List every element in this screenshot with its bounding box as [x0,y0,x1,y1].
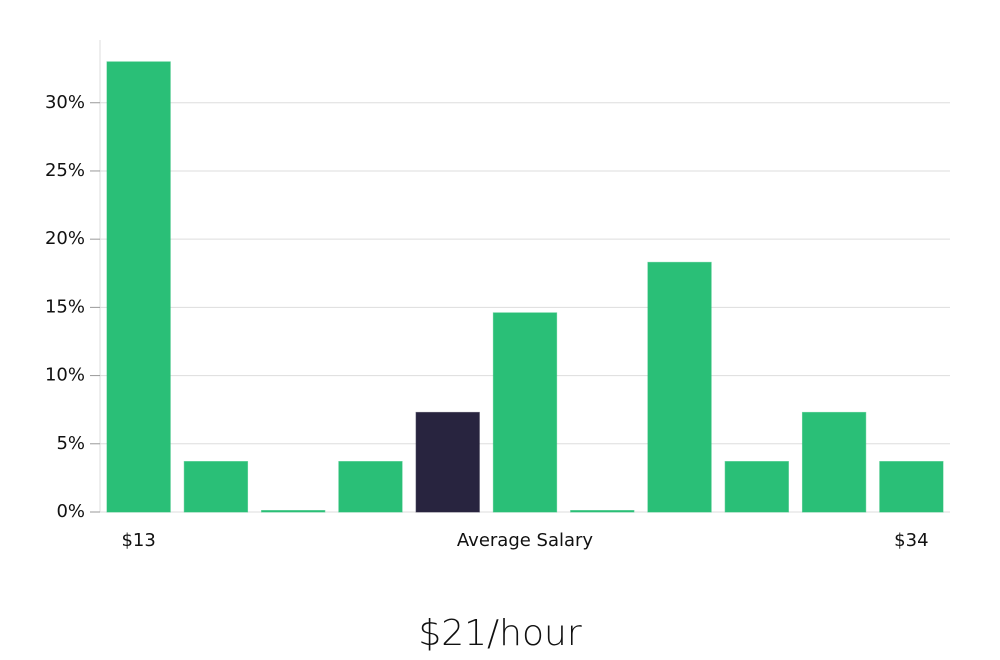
annotation: $21/hour [418,613,582,654]
bar [338,461,403,513]
y-tick-label: 30% [45,92,85,113]
y-tick-label: 25% [45,160,85,181]
x-tick-label: $34 [894,530,928,551]
y-tick-label: 5% [56,433,85,454]
bar [415,411,480,513]
y-tick-label: 20% [45,228,85,249]
bar [106,61,171,513]
bar [801,411,867,513]
y-tick-label: 10% [45,365,85,386]
bar [261,510,326,513]
x-axis-label: Average Salary [457,530,594,551]
x-tick-label: $13 [121,530,155,551]
bar [647,261,712,513]
bar [492,312,558,513]
y-tick-label: 15% [45,296,85,317]
bar [879,461,944,513]
y-tick-label: 0% [56,501,85,522]
bar [570,510,635,513]
bar [724,461,789,513]
bar [183,461,249,513]
